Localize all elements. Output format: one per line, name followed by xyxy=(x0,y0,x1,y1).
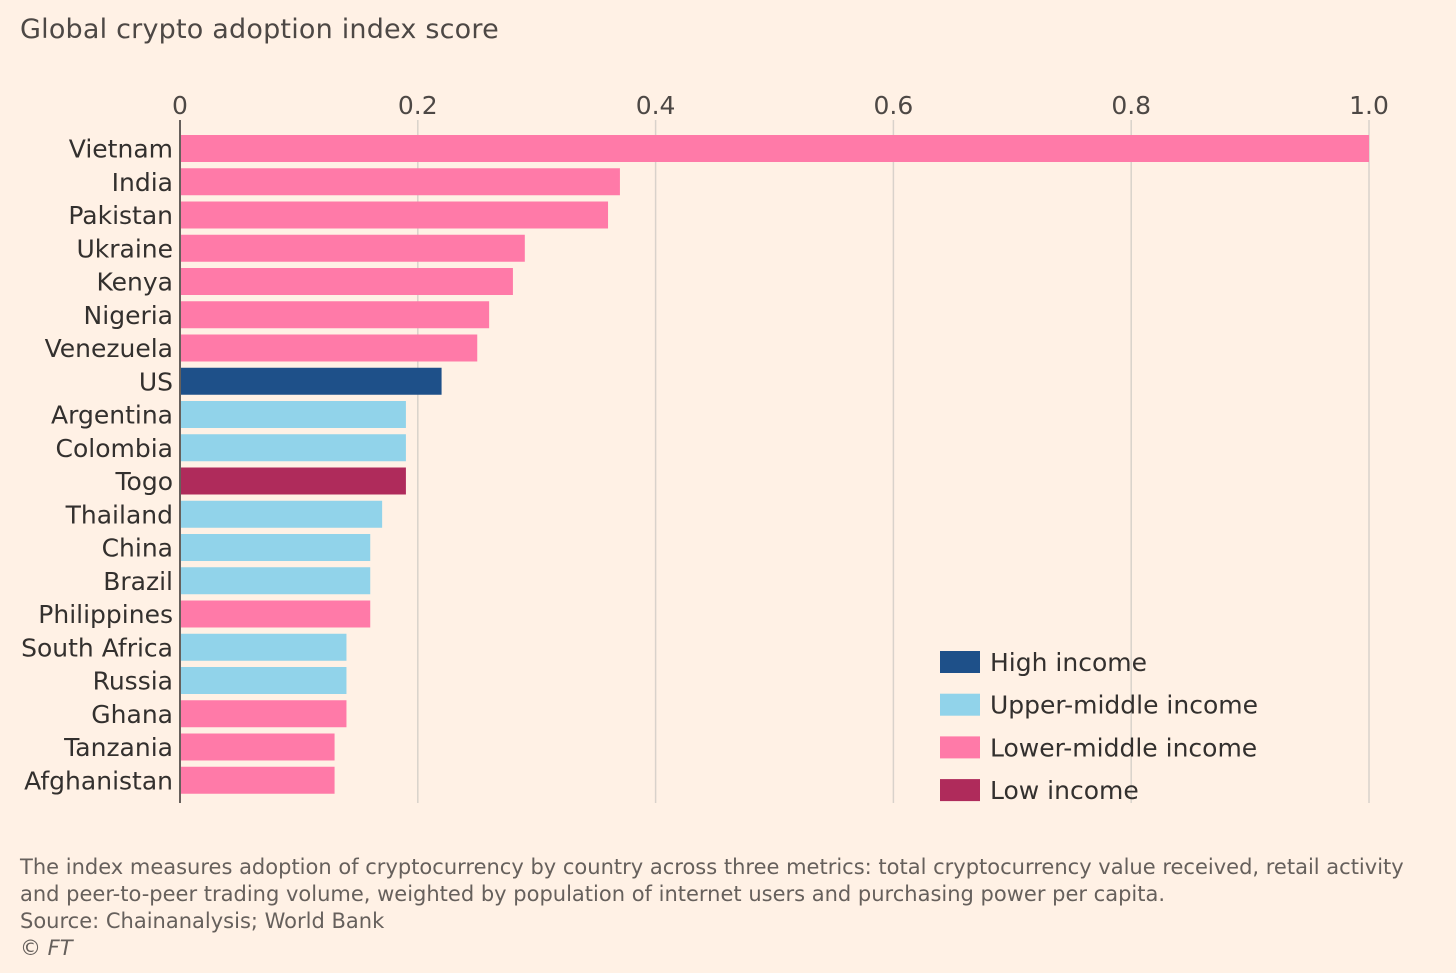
bar xyxy=(180,301,490,329)
legend-label: High income xyxy=(990,648,1147,677)
bar xyxy=(180,766,335,794)
bar xyxy=(180,633,347,661)
bar xyxy=(180,401,406,428)
legend-label: Lower-middle income xyxy=(990,733,1257,762)
x-tick-label: 0 xyxy=(172,91,188,120)
bar xyxy=(180,268,513,295)
bar xyxy=(180,500,383,528)
category-label: Nigeria xyxy=(84,301,173,330)
category-label: Venezuela xyxy=(45,334,173,363)
category-label: Kenya xyxy=(97,268,174,297)
footnote-line-1: The index measures adoption of cryptocur… xyxy=(20,855,1404,879)
bar xyxy=(180,135,1369,162)
category-label: Brazil xyxy=(103,567,173,596)
bar xyxy=(180,700,347,728)
bar xyxy=(180,600,371,628)
bar xyxy=(180,201,609,229)
legend-label: Upper-middle income xyxy=(990,691,1258,720)
category-label: Argentina xyxy=(51,401,173,430)
bar xyxy=(180,733,335,761)
category-label: Ghana xyxy=(91,700,173,729)
bar xyxy=(180,467,406,495)
category-label: South Africa xyxy=(21,633,173,662)
category-label: Pakistan xyxy=(68,201,173,230)
category-label: Tanzania xyxy=(63,733,173,762)
category-label: Philippines xyxy=(38,600,173,629)
legend-swatch xyxy=(940,736,980,759)
category-label: Thailand xyxy=(65,500,173,529)
category-label: Vietnam xyxy=(69,135,173,164)
legend-swatch xyxy=(940,693,980,716)
bar-chart: 0 0.2 0.4 0.6 0.8 1.0 Vietnam India Pakistan Ukra… xyxy=(21,91,1389,805)
category-label: US xyxy=(139,367,173,396)
bar xyxy=(180,667,347,694)
chart-footer: The index measures adoption of cryptocur… xyxy=(20,854,1420,962)
x-tick-label: 1.0 xyxy=(1349,91,1389,120)
x-tick-label: 0.4 xyxy=(636,91,676,120)
footnote-line-2: and peer-to-peer trading volume, weighte… xyxy=(20,882,1166,906)
chart-title: Global crypto adoption index score xyxy=(20,14,499,45)
bar xyxy=(180,234,525,262)
category-label: Colombia xyxy=(56,434,173,463)
category-label: Togo xyxy=(115,467,173,496)
copyright-line: © FT xyxy=(20,936,73,960)
x-tick-label: 0.8 xyxy=(1111,91,1151,120)
category-label: Afghanistan xyxy=(24,766,173,795)
bar xyxy=(180,567,371,595)
x-tick-label: 0.6 xyxy=(874,91,914,120)
bar xyxy=(180,434,406,462)
source-line: Source: Chainanalysis; World Bank xyxy=(20,909,385,933)
bar xyxy=(180,168,620,196)
x-tick-label: 0.2 xyxy=(398,91,438,120)
legend-swatch xyxy=(940,779,980,802)
legend-label: Low income xyxy=(990,776,1139,805)
category-label: Ukraine xyxy=(76,234,173,263)
category-label: China xyxy=(102,534,173,563)
legend-swatch xyxy=(940,651,980,673)
bar xyxy=(180,534,371,561)
bar xyxy=(180,334,478,362)
bar xyxy=(180,367,442,395)
category-label: India xyxy=(112,168,173,197)
category-label: Russia xyxy=(93,667,173,696)
